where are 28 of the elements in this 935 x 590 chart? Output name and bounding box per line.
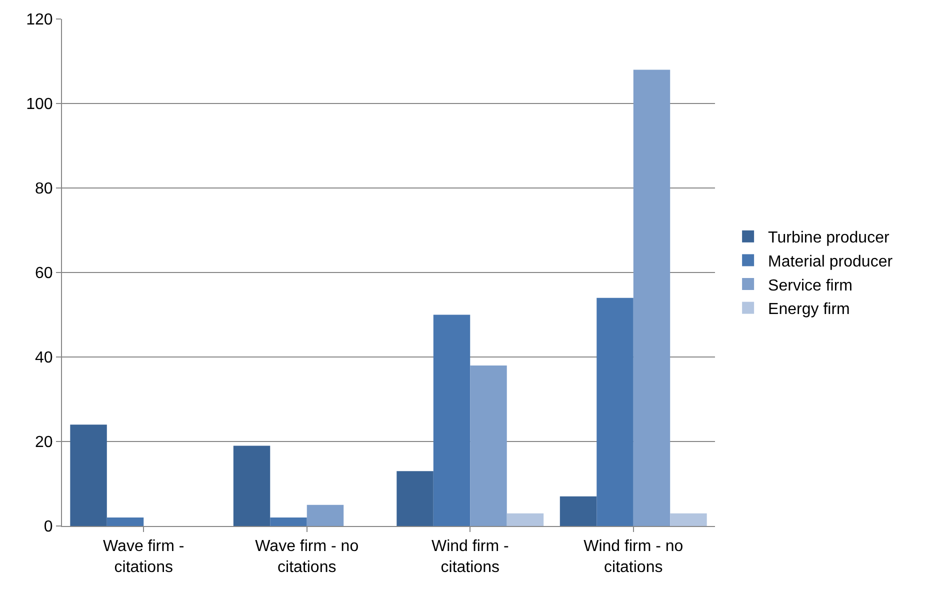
bar bbox=[506, 513, 544, 526]
x-tick-label: Wind firm - citations bbox=[431, 538, 509, 576]
bar bbox=[596, 298, 634, 526]
y-tick-label: 120 bbox=[26, 12, 53, 29]
y-tick-label: 80 bbox=[35, 180, 53, 198]
x-tick-label: Wave firm - no citations bbox=[255, 538, 359, 576]
y-tick-label: 20 bbox=[35, 434, 53, 452]
y-tick-label: 40 bbox=[35, 350, 53, 367]
bar bbox=[433, 314, 470, 526]
bar bbox=[470, 365, 507, 526]
bar bbox=[396, 471, 434, 526]
bar bbox=[270, 518, 307, 526]
x-tick-label: Wave firm - citations bbox=[103, 538, 184, 576]
legend-label: Service firm bbox=[768, 277, 853, 294]
bar bbox=[70, 424, 107, 526]
bar bbox=[560, 496, 597, 526]
bar bbox=[670, 513, 707, 526]
y-tick-label: 100 bbox=[26, 96, 53, 114]
y-tick-label: 0 bbox=[44, 518, 53, 536]
bar bbox=[233, 446, 270, 526]
bar bbox=[306, 504, 344, 526]
x-tick-label: Wind firm - no citations bbox=[584, 538, 684, 576]
legend-label: Energy firm bbox=[768, 301, 850, 318]
bar bbox=[106, 518, 144, 526]
y-tick-label: 60 bbox=[35, 265, 53, 282]
bar bbox=[633, 70, 670, 526]
legend-label: Material producer bbox=[768, 253, 894, 270]
legend-label: Turbine producer bbox=[768, 230, 890, 247]
